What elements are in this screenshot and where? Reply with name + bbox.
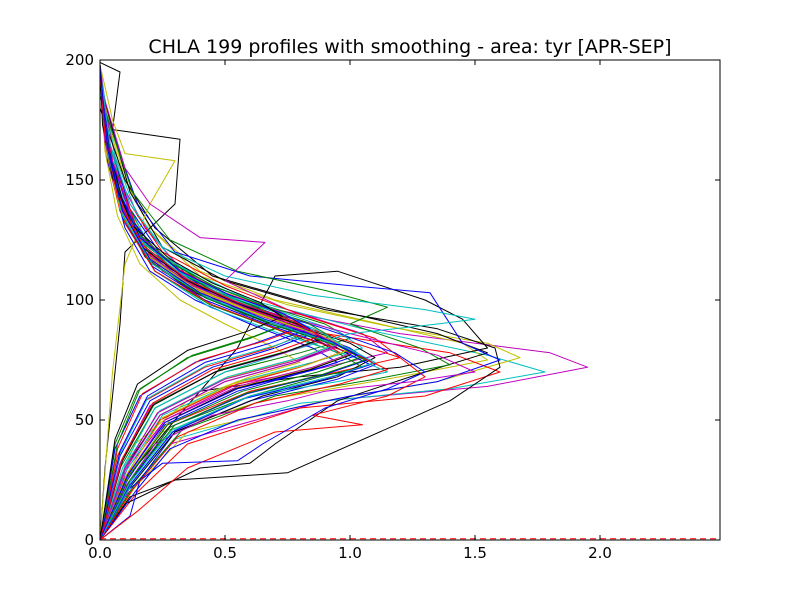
x-tick-label-2: 1.0 [338, 544, 362, 562]
profile-line-26 [100, 69, 338, 540]
y-tick-label-3: 150 [65, 171, 94, 189]
profile-line-55 [100, 67, 321, 540]
y-tick-label-0: 0 [84, 531, 94, 549]
x-tick-label-3: 1.5 [463, 544, 487, 562]
profile-line-25 [100, 69, 476, 540]
profile-line-12 [100, 64, 176, 540]
x-tick-label-4: 2.0 [588, 544, 612, 562]
profile-line-8 [100, 61, 181, 540]
profile-line-10 [100, 95, 501, 540]
profile-line-6 [100, 83, 501, 540]
profile-line-54 [100, 69, 376, 540]
axis-ticks: 0.0 0.5 1.0 1.5 2.0 0 50 100 150 200 [65, 51, 720, 562]
plot-area [100, 61, 720, 540]
x-tick-label-0: 0.0 [88, 544, 112, 562]
y-tick-label-2: 100 [65, 291, 94, 309]
profile-line-52 [100, 64, 283, 540]
profile-line-50 [100, 67, 348, 540]
profile-line-7 [100, 107, 488, 540]
chart-title: CHLA 199 profiles with smoothing - area:… [148, 36, 671, 58]
profile-lines [100, 61, 720, 540]
x-tick-label-1: 0.5 [213, 544, 237, 562]
y-tick-label-4: 200 [65, 51, 94, 69]
profile-line-9 [100, 270, 488, 540]
profile-line-11 [100, 95, 451, 540]
profile-line-56 [100, 67, 358, 540]
y-tick-label-1: 50 [75, 411, 94, 429]
